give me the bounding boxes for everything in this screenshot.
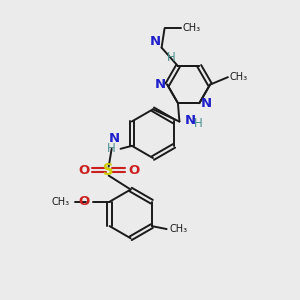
Text: H: H (106, 142, 115, 155)
Text: N: N (154, 78, 166, 91)
Text: O: O (78, 195, 89, 208)
Text: N: N (109, 132, 120, 145)
Text: CH₃: CH₃ (169, 224, 188, 234)
Text: N: N (201, 97, 212, 110)
Text: H: H (194, 117, 203, 130)
Text: CH₃: CH₃ (52, 197, 70, 207)
Text: O: O (78, 164, 89, 177)
Text: O: O (128, 164, 139, 177)
Text: N: N (150, 35, 161, 48)
Text: CH₃: CH₃ (182, 23, 200, 33)
Text: CH₃: CH₃ (230, 72, 247, 82)
Text: S: S (103, 163, 114, 178)
Text: N: N (185, 114, 196, 127)
Text: H: H (167, 51, 176, 64)
